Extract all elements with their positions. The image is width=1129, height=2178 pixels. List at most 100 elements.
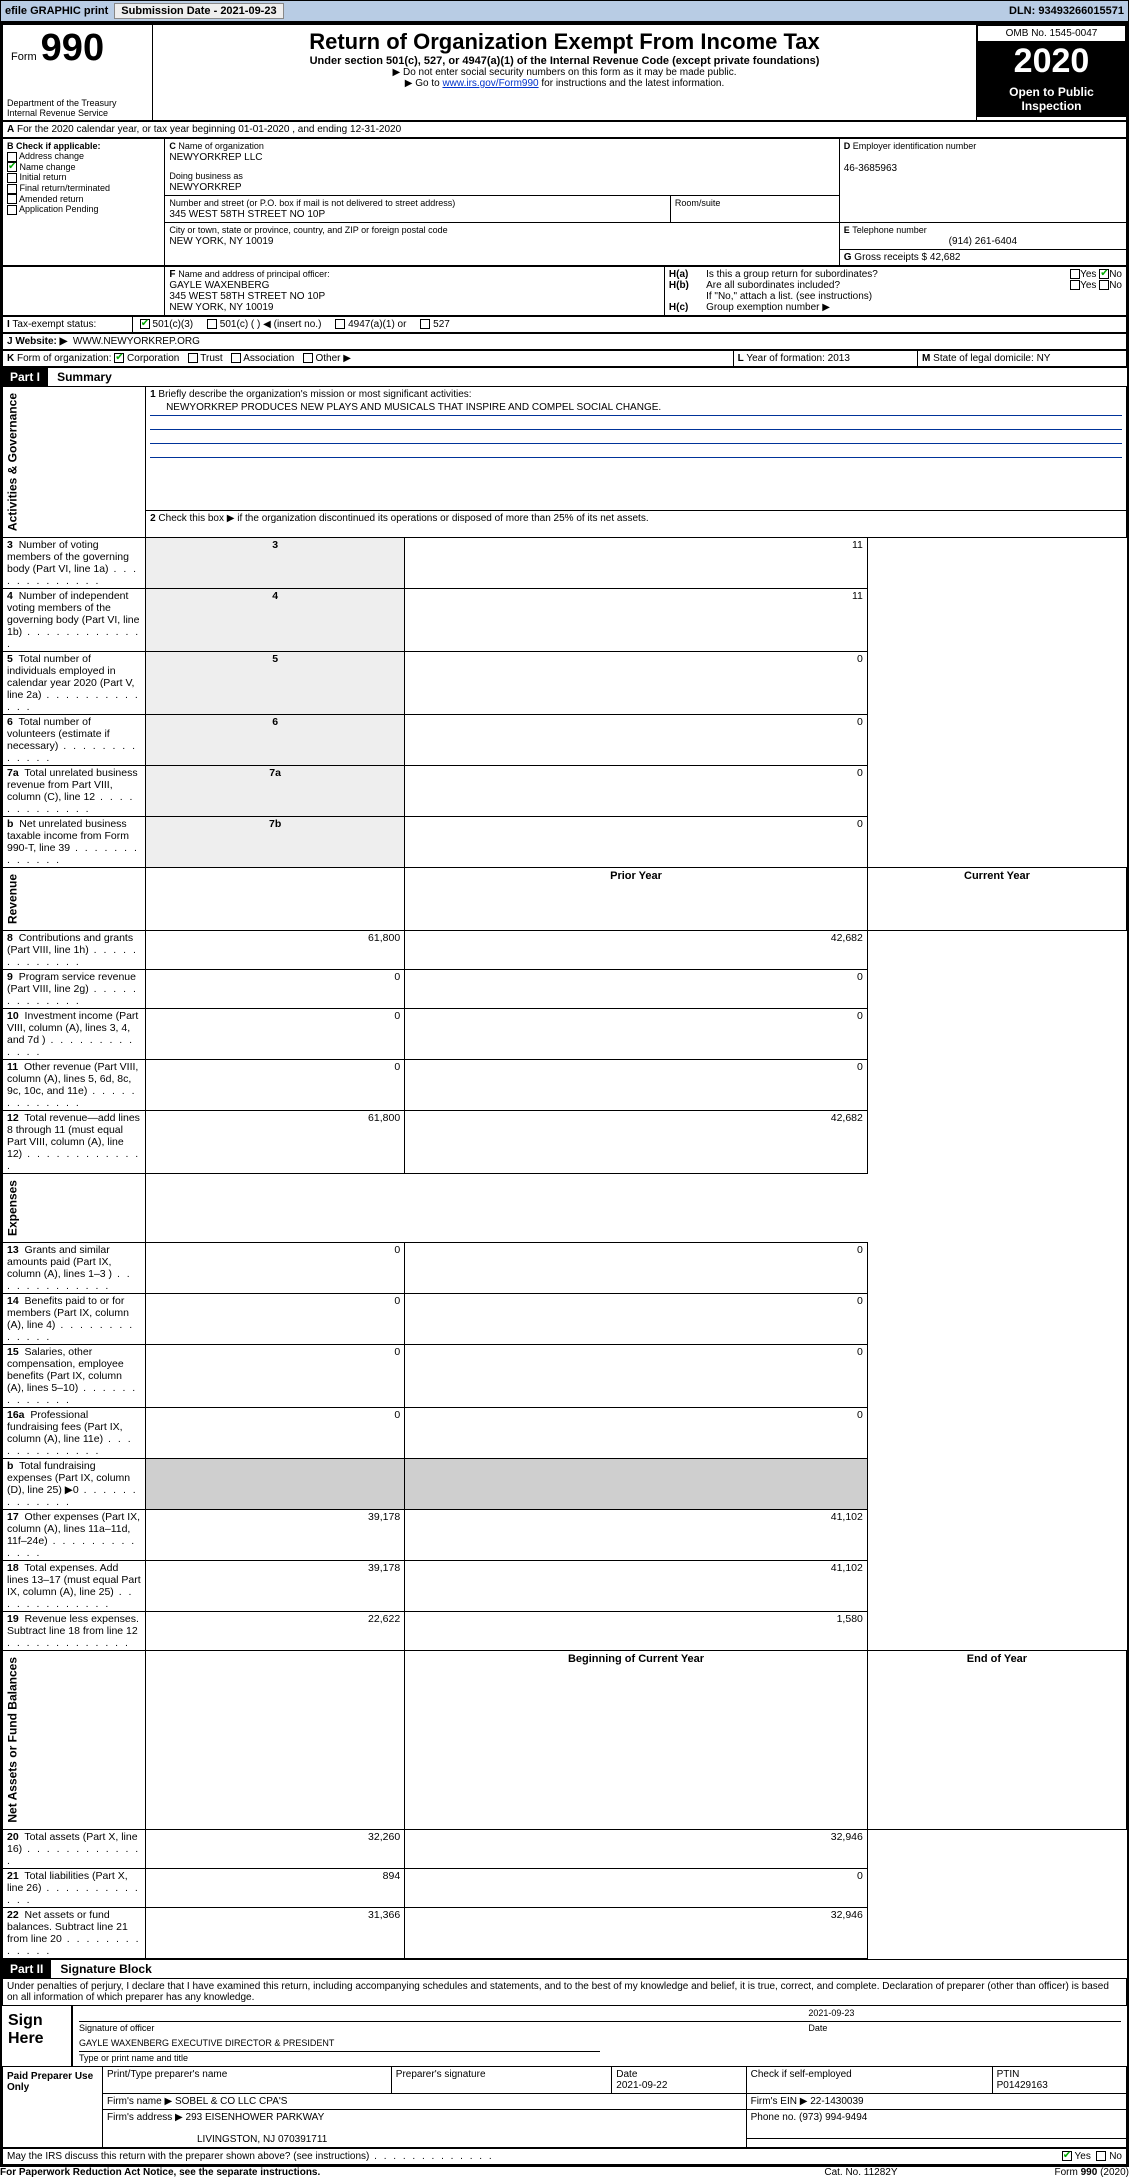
discuss: May the IRS discuss this return with the… bbox=[7, 2151, 494, 2162]
city: NEW YORK, NY 10019 bbox=[169, 236, 273, 247]
table-row: b Net unrelated business taxable income … bbox=[3, 817, 1127, 868]
ha-no[interactable] bbox=[1099, 269, 1109, 279]
hb-no[interactable] bbox=[1099, 280, 1109, 290]
side-revenue: Revenue bbox=[3, 868, 146, 931]
firm-addr2: LIVINGSTON, NJ 070391711 bbox=[107, 2134, 327, 2145]
prep-sig-lbl: Preparer's signature bbox=[391, 2066, 611, 2093]
b-label: Check if applicable: bbox=[16, 141, 101, 151]
table-row: 5 Total number of individuals employed i… bbox=[3, 652, 1127, 715]
b-opt-0[interactable] bbox=[7, 152, 17, 162]
e-lbl: Telephone number bbox=[852, 225, 927, 235]
table-row: 3 Number of voting members of the govern… bbox=[3, 538, 1127, 589]
firm-addr-lbl: Firm's address ▶ bbox=[107, 2112, 183, 2123]
k-lbl: Form of organization: bbox=[17, 353, 112, 364]
part2-title: Signature Block bbox=[54, 1962, 151, 1976]
table-row: 20 Total assets (Part X, line 16)32,2603… bbox=[3, 1829, 1127, 1868]
i-opt-2[interactable] bbox=[335, 319, 345, 329]
table-row: 14 Benefits paid to or for members (Part… bbox=[3, 1294, 1127, 1345]
b-opt-4[interactable] bbox=[7, 194, 17, 204]
k-opt-3[interactable] bbox=[303, 353, 313, 363]
open-public: Open to Public Inspection bbox=[977, 81, 1126, 117]
dept-treasury: Department of the Treasury bbox=[7, 98, 148, 108]
efile-label: efile GRAPHIC print bbox=[5, 5, 108, 17]
entity-block: B Check if applicable: Address change Na… bbox=[2, 138, 1127, 266]
table-row: 7a Total unrelated business revenue from… bbox=[3, 766, 1127, 817]
mission: NEWYORKREP PRODUCES NEW PLAYS AND MUSICA… bbox=[150, 400, 1122, 416]
note-goto-pre: Go to bbox=[415, 78, 442, 89]
q1-lbl: Briefly describe the organization's miss… bbox=[158, 389, 471, 400]
form-header: Form990 Department of the Treasury Inter… bbox=[2, 24, 1127, 121]
tax-year: 2020 bbox=[977, 42, 1126, 81]
table-row: 21 Total liabilities (Part X, line 26)89… bbox=[3, 1868, 1127, 1907]
table-row: 18 Total expenses. Add lines 13–17 (must… bbox=[3, 1561, 1127, 1612]
k-opt-0[interactable] bbox=[114, 353, 124, 363]
q2: Check this box ▶ if the organization dis… bbox=[158, 513, 648, 524]
i-opt-0[interactable] bbox=[140, 319, 150, 329]
table-row: 9 Program service revenue (Part VIII, li… bbox=[3, 970, 1127, 1009]
firm-ein: 22-1430039 bbox=[810, 2096, 863, 2107]
side-governance: Activities & Governance bbox=[3, 387, 146, 538]
tax-year-line: For the 2020 calendar year, or tax year … bbox=[17, 124, 401, 135]
b-opt-3[interactable] bbox=[7, 184, 17, 194]
hb-yes[interactable] bbox=[1070, 280, 1080, 290]
sign-here-block: Sign Here Signature of officer 2021-09-2… bbox=[2, 2006, 1127, 2066]
org-dba: NEWYORKREP bbox=[169, 182, 241, 193]
form-footer: Form 990 (2020) bbox=[949, 2167, 1129, 2178]
sig-officer-lbl: Signature of officer bbox=[79, 2023, 154, 2033]
b-opt-1[interactable] bbox=[7, 162, 17, 172]
j-lbl: Website: ▶ bbox=[15, 336, 67, 347]
discuss-row: May the IRS discuss this return with the… bbox=[2, 2148, 1127, 2165]
table-row: 4 Number of independent voting members o… bbox=[3, 589, 1127, 652]
part1-hdr: Part I bbox=[2, 368, 48, 386]
officer-name: GAYLE WAXENBERG bbox=[169, 280, 269, 291]
table-row: 19 Revenue less expenses. Subtract line … bbox=[3, 1612, 1127, 1651]
efile-toolbar: efile GRAPHIC print Submission Date - 20… bbox=[0, 0, 1129, 22]
officer-addr2: NEW YORK, NY 10019 bbox=[169, 302, 273, 313]
side-expenses: Expenses bbox=[3, 1174, 146, 1243]
f-lbl: Name and address of principal officer: bbox=[178, 269, 329, 279]
table-row: 17 Other expenses (Part IX, column (A), … bbox=[3, 1510, 1127, 1561]
prep-date-lbl: Date bbox=[616, 2069, 637, 2080]
i-opt-3[interactable] bbox=[420, 319, 430, 329]
city-lbl: City or town, state or province, country… bbox=[169, 225, 447, 235]
year-formation: 2013 bbox=[828, 353, 850, 364]
l-lbl: Year of formation: bbox=[746, 353, 825, 364]
c-dba-lbl: Doing business as bbox=[169, 171, 243, 181]
g-lbl: Gross receipts $ bbox=[854, 252, 927, 263]
k-opt-1[interactable] bbox=[188, 353, 198, 363]
col-current: Current Year bbox=[867, 868, 1126, 931]
col-begin: Beginning of Current Year bbox=[405, 1651, 868, 1830]
note-goto-post: for instructions and the latest informat… bbox=[539, 78, 725, 89]
date-lbl: Date bbox=[808, 2023, 827, 2033]
firm-addr1: 293 EISENHOWER PARKWAY bbox=[186, 2112, 325, 2123]
firm-phone: (973) 994-9494 bbox=[799, 2112, 867, 2123]
part1-table: Activities & Governance 1 Briefly descri… bbox=[2, 386, 1127, 1959]
b-opt-2[interactable] bbox=[7, 173, 17, 183]
officer-addr1: 345 WEST 58TH STREET NO 10P bbox=[169, 291, 325, 302]
part1-title: Summary bbox=[51, 370, 112, 384]
ein: 46-3685963 bbox=[844, 163, 897, 174]
b-opt-5[interactable] bbox=[7, 205, 17, 215]
form-number: 990 bbox=[41, 27, 104, 69]
type-name-lbl: Type or print name and title bbox=[79, 2053, 188, 2063]
hb-note: If "No," attach a list. (see instruction… bbox=[706, 291, 1122, 302]
form990-link[interactable]: www.irs.gov/Form990 bbox=[442, 78, 538, 89]
m-lbl: State of legal domicile: bbox=[933, 353, 1034, 364]
discuss-yes[interactable] bbox=[1062, 2151, 1072, 2161]
side-netassets: Net Assets or Fund Balances bbox=[3, 1651, 146, 1830]
ha-yes[interactable] bbox=[1070, 269, 1080, 279]
table-row: 16a Professional fundraising fees (Part … bbox=[3, 1408, 1127, 1459]
discuss-no[interactable] bbox=[1096, 2151, 1106, 2161]
ptin-lbl: PTIN bbox=[997, 2069, 1020, 2080]
room-lbl: Room/suite bbox=[675, 198, 721, 208]
paid-preparer: Paid Preparer Use Only bbox=[3, 2066, 103, 2147]
i-options: 501(c)(3) 501(c) ( ) ◀ (insert no.) 4947… bbox=[133, 317, 1127, 333]
submission-date-button[interactable]: Submission Date - 2021-09-23 bbox=[114, 3, 283, 19]
street: 345 WEST 58TH STREET NO 10P bbox=[169, 209, 325, 220]
k-opt-2[interactable] bbox=[231, 353, 241, 363]
table-row: 10 Investment income (Part VIII, column … bbox=[3, 1009, 1127, 1060]
pra-notice: For Paperwork Reduction Act Notice, see … bbox=[0, 2167, 320, 2178]
d-lbl: Employer identification number bbox=[853, 141, 977, 151]
i-opt-1[interactable] bbox=[207, 319, 217, 329]
prep-name-lbl: Print/Type preparer's name bbox=[103, 2066, 392, 2093]
